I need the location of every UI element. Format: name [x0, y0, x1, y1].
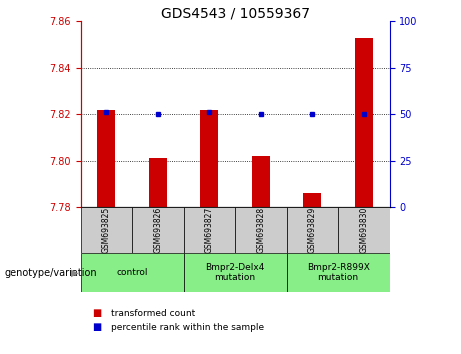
Text: Bmpr2-R899X
mutation: Bmpr2-R899X mutation — [307, 263, 370, 282]
Text: GSM693827: GSM693827 — [205, 207, 214, 253]
Text: ■: ■ — [92, 308, 101, 318]
Bar — [303, 193, 321, 207]
Bar — [81, 207, 132, 253]
Text: control: control — [117, 268, 148, 277]
Text: genotype/variation: genotype/variation — [5, 268, 97, 278]
Text: GSM693826: GSM693826 — [154, 207, 162, 253]
Bar — [81, 253, 183, 292]
Title: GDS4543 / 10559367: GDS4543 / 10559367 — [160, 6, 310, 20]
Bar — [355, 38, 373, 207]
Bar — [183, 207, 235, 253]
Bar — [252, 156, 270, 207]
Bar — [183, 253, 287, 292]
Text: GSM693828: GSM693828 — [256, 207, 266, 253]
Bar — [201, 109, 219, 207]
Text: GSM693829: GSM693829 — [308, 207, 317, 253]
Text: Bmpr2-Delx4
mutation: Bmpr2-Delx4 mutation — [206, 263, 265, 282]
Text: GSM693830: GSM693830 — [359, 207, 368, 253]
Bar — [287, 253, 390, 292]
Text: GSM693825: GSM693825 — [102, 207, 111, 253]
Text: ▶: ▶ — [71, 268, 79, 278]
Bar — [97, 109, 115, 207]
Bar — [132, 207, 183, 253]
Bar — [149, 158, 167, 207]
Text: transformed count: transformed count — [111, 309, 195, 318]
Text: ■: ■ — [92, 322, 101, 332]
Bar — [338, 207, 390, 253]
Bar — [235, 207, 287, 253]
Bar — [287, 207, 338, 253]
Text: percentile rank within the sample: percentile rank within the sample — [111, 323, 264, 332]
